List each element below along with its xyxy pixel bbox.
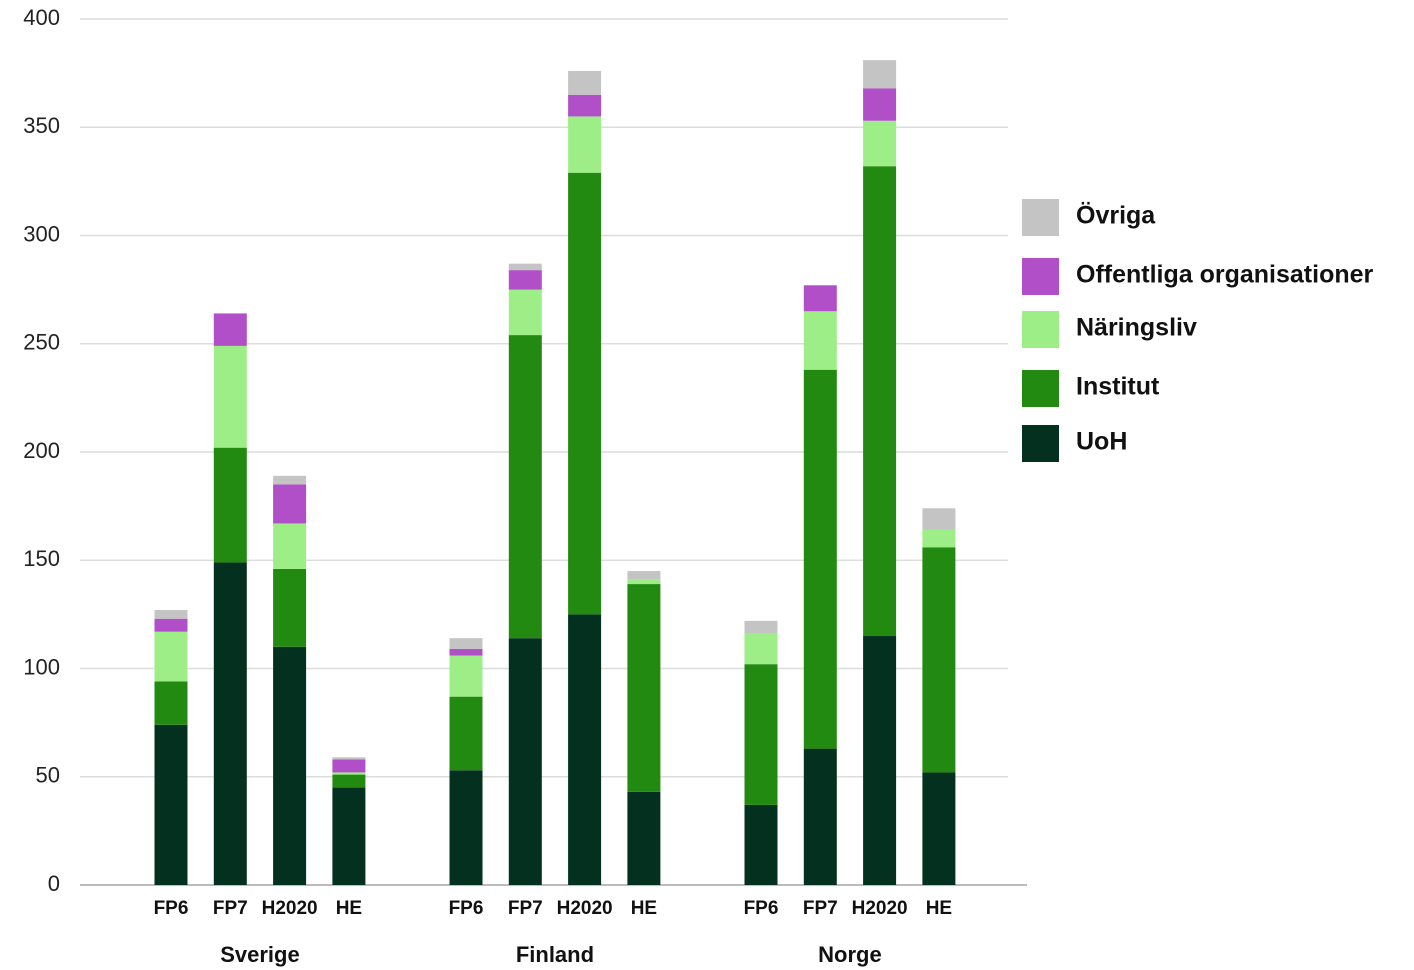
bar-segment (627, 584, 661, 792)
x-tick-label: FP7 (508, 898, 543, 919)
y-tick-label: 50 (36, 763, 60, 788)
bar-segment (154, 681, 188, 725)
bar-segment (273, 475, 307, 485)
bar-segment (803, 311, 837, 370)
legend-swatch (1022, 425, 1059, 462)
x-tick-label: FP6 (449, 898, 484, 919)
bar-segment (213, 562, 247, 885)
bar-segment (863, 120, 897, 167)
bar-segment (449, 649, 483, 656)
bar-segment (922, 508, 956, 530)
bar-segment (273, 484, 307, 524)
legend-label: UoH (1076, 428, 1127, 456)
bar-segment (154, 724, 188, 885)
bar-segment (508, 638, 542, 885)
bar-segment (273, 646, 307, 885)
bar-segment (154, 631, 188, 682)
bar-segment (863, 636, 897, 885)
bar-segment (803, 748, 837, 885)
bar-segment (449, 696, 483, 771)
legend-swatch (1022, 370, 1059, 407)
bar-segment (568, 94, 602, 117)
x-tick-label: HE (631, 898, 657, 919)
bar-segment (922, 529, 956, 548)
y-tick-label: 100 (23, 654, 60, 679)
bar-segment (508, 263, 542, 271)
bar-segment (273, 523, 307, 569)
bar-segment (213, 313, 247, 346)
group-label: Sverige (220, 942, 300, 967)
bar-segment (213, 345, 247, 448)
y-tick-label: 250 (23, 330, 60, 355)
bar-segment (627, 791, 661, 885)
bar-segment (154, 610, 188, 619)
bar-segment (508, 335, 542, 639)
legend-label: Övriga (1076, 201, 1156, 230)
bar-segment (568, 116, 602, 173)
bar-segment (332, 772, 366, 775)
y-tick-label: 0 (48, 871, 60, 896)
y-tick-label: 300 (23, 221, 60, 246)
bar-segment (922, 772, 956, 885)
x-tick-label: H2020 (557, 898, 613, 919)
bar-segment (449, 638, 483, 650)
x-tick-label: FP7 (213, 898, 248, 919)
x-tick-label: H2020 (262, 898, 318, 919)
bar-segment (154, 618, 188, 632)
bar-segment (332, 759, 366, 773)
bar-segment (508, 270, 542, 290)
legend-label: Institut (1076, 373, 1160, 401)
bar-segment (449, 655, 483, 697)
y-tick-label: 200 (23, 438, 60, 463)
bar-segment (803, 285, 837, 312)
group-label: Finland (516, 942, 594, 967)
bar-segment (863, 166, 897, 637)
x-tick-label: HE (926, 898, 952, 919)
bar-segment (568, 70, 602, 95)
bar-segment (568, 614, 602, 885)
bar-segment (449, 770, 483, 885)
bar-segment (332, 787, 366, 885)
x-tick-label: FP6 (744, 898, 779, 919)
x-tick-label: FP6 (154, 898, 189, 919)
bar-segment (744, 664, 778, 805)
bar-segment (568, 172, 602, 615)
legend-swatch (1022, 199, 1059, 236)
legend-label: Offentliga organisationer (1076, 261, 1374, 289)
x-tick-label: HE (336, 898, 362, 919)
x-tick-label: H2020 (852, 898, 908, 919)
legend-label: Näringsliv (1076, 314, 1197, 342)
bar-segment (922, 547, 956, 773)
bar-segment (332, 774, 366, 788)
legend-swatch (1022, 311, 1059, 348)
bar-segment (863, 60, 897, 89)
bar-segment (273, 568, 307, 647)
bar-segment (332, 757, 366, 760)
bar-segment (744, 620, 778, 634)
group-label: Norge (818, 942, 882, 967)
y-tick-label: 350 (23, 113, 60, 138)
bar-segment (803, 369, 837, 749)
y-tick-label: 400 (23, 5, 60, 30)
x-tick-label: FP7 (803, 898, 838, 919)
bar-segment (627, 579, 661, 585)
bar-segment (213, 447, 247, 563)
y-tick-label: 150 (23, 546, 60, 571)
bar-segment (627, 571, 661, 580)
bar-segment (744, 804, 778, 885)
bar-segment (744, 633, 778, 665)
bar-segment (508, 289, 542, 336)
bar-segment (863, 88, 897, 121)
legend-swatch (1022, 258, 1059, 295)
